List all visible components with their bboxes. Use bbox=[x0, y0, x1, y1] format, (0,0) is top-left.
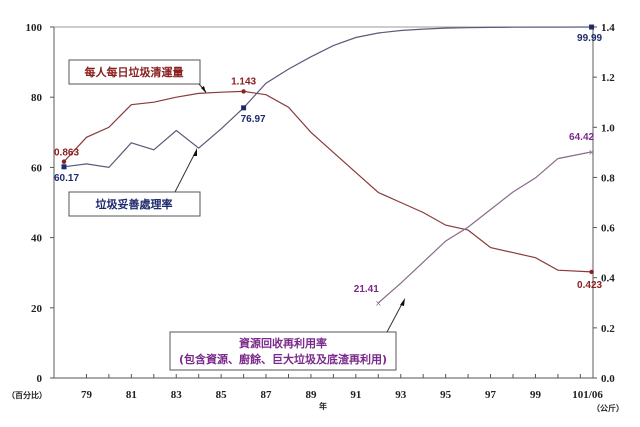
y-left-unit-label: （百分比） bbox=[7, 390, 47, 400]
y-left-tick-label: 80 bbox=[31, 92, 43, 104]
chart-callouts: 每人每日垃圾清運量 垃圾妥善處理率 資源回收再利用率 (包含資源、廚餘、巨大垃圾… bbox=[68, 59, 405, 371]
series-line-2 bbox=[377, 151, 592, 304]
y-left-tick-label: 100 bbox=[26, 22, 43, 34]
x-tick-label: 101/06 bbox=[572, 389, 603, 401]
data-label: 0.863 bbox=[54, 148, 79, 159]
y-left-tick-label: 20 bbox=[31, 303, 43, 315]
y-right-unit-label: （公斤） bbox=[592, 403, 624, 413]
y-left-tick-label: 40 bbox=[31, 233, 43, 245]
series-line-1 bbox=[63, 26, 592, 169]
data-marker bbox=[589, 269, 594, 275]
data-marker bbox=[241, 105, 247, 111]
y-left-tick-label: 0 bbox=[37, 373, 43, 385]
data-marker bbox=[589, 24, 595, 30]
data-label: 0.423 bbox=[577, 280, 602, 291]
callout-per-capita-label: 每人每日垃圾清運量 bbox=[85, 65, 184, 79]
x-tick-label: 95 bbox=[440, 389, 452, 401]
data-marker bbox=[61, 159, 67, 164]
y-right-tick-label: 0.6 bbox=[601, 223, 615, 235]
chart-axes: 0 20 40 60 80 100 0.0 0.2 0.4 0.6 0.8 1.0 1.2 1.4 79 81… bbox=[7, 22, 624, 413]
callout-recycling-label-line1: 資源回收再利用率 bbox=[239, 336, 327, 350]
data-label: 1.143 bbox=[231, 76, 256, 87]
x-tick-label: 81 bbox=[126, 389, 137, 401]
data-label: 21.41 bbox=[354, 284, 379, 295]
data-marker: × bbox=[375, 299, 382, 308]
x-tick-label: 99 bbox=[530, 389, 542, 401]
data-marker bbox=[61, 164, 67, 170]
data-marker: × bbox=[588, 148, 595, 157]
x-tick-label: 97 bbox=[485, 389, 497, 401]
y-right-tick-label: 0.0 bbox=[601, 373, 615, 385]
x-tick-label: 79 bbox=[81, 389, 93, 401]
callout-treatment: 垃圾妥善處理率 bbox=[68, 148, 201, 217]
callout-recycling: 資源回收再利用率 (包含資源、廚餘、巨大垃圾及底渣再利用) bbox=[169, 298, 405, 371]
callout-treatment-label: 垃圾妥善處理率 bbox=[96, 197, 173, 211]
chart-series: ×× bbox=[61, 24, 595, 308]
x-tick-label: 85 bbox=[216, 389, 228, 401]
x-tick-label: 89 bbox=[305, 389, 317, 401]
data-label: 99.99 bbox=[577, 33, 602, 44]
y-left-tick-label: 60 bbox=[31, 162, 43, 174]
x-axis-label: 年 bbox=[319, 401, 327, 411]
data-marker bbox=[241, 89, 246, 94]
y-right-tick-label: 1.2 bbox=[601, 72, 615, 84]
x-tick-label: 87 bbox=[261, 389, 273, 401]
data-label: 64.42 bbox=[569, 132, 594, 143]
data-label: 76.97 bbox=[241, 114, 266, 125]
y-right-tick-label: 0.4 bbox=[601, 273, 615, 285]
chart-data-labels: 0.863 1.143 0.423 60.17 76.97 99.99 21.41 64.42 bbox=[54, 33, 603, 295]
x-tick-label: 91 bbox=[350, 389, 361, 401]
y-right-tick-label: 0.2 bbox=[601, 323, 615, 335]
data-label: 60.17 bbox=[54, 173, 79, 184]
y-right-tick-label: 1.4 bbox=[601, 22, 615, 34]
y-right-tick-label: 0.8 bbox=[601, 172, 615, 184]
x-tick-label: 83 bbox=[171, 389, 183, 401]
callout-per-capita: 每人每日垃圾清運量 bbox=[68, 59, 207, 93]
x-tick-label: 93 bbox=[395, 389, 407, 401]
y-right-tick-label: 1.0 bbox=[601, 122, 615, 134]
callout-recycling-label-line2: (包含資源、廚餘、巨大垃圾及底渣再利用) bbox=[179, 352, 387, 366]
series-line-0 bbox=[63, 90, 592, 273]
